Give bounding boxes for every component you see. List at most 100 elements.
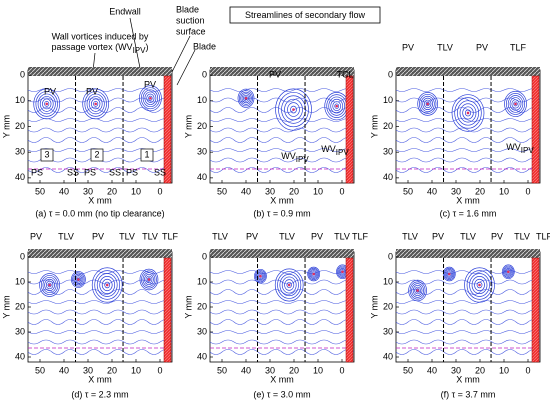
y-tick-label: 20 (15, 301, 25, 311)
y-axis-label: Y mm (183, 295, 193, 318)
streamline (209, 118, 355, 122)
annotation: TLF (162, 231, 179, 241)
annotation: PV (92, 231, 104, 241)
x-tick-label: 0 (339, 365, 344, 375)
y-tick-label: 0 (388, 251, 393, 261)
annotation: PV (491, 231, 503, 241)
label: suction (176, 15, 205, 25)
annotation: TLV (279, 231, 295, 241)
vortex (284, 98, 303, 121)
vortex (462, 106, 474, 120)
x-axis-label: X mm (270, 195, 294, 205)
streamline (395, 289, 541, 295)
vortex (504, 90, 527, 117)
vortex (476, 281, 483, 289)
streamline (209, 270, 355, 274)
y-tick-label: 40 (197, 351, 207, 361)
y-tick-label: 30 (197, 147, 207, 157)
x-tick-label: 40 (59, 365, 69, 375)
vortex (148, 95, 153, 101)
caption: (a) τ = 0.0 mm (no tip clearance) (35, 208, 164, 218)
annotation: TLV (460, 231, 476, 241)
streamline (395, 270, 541, 274)
annotation: SS (154, 167, 166, 177)
vortex (94, 270, 121, 300)
label: Wall vortices induced by (52, 31, 149, 41)
vortex (464, 109, 472, 117)
vortex (454, 97, 482, 129)
annotation: TLV (142, 231, 158, 241)
y-tick-label: 30 (15, 326, 25, 336)
vortex-core (45, 102, 49, 106)
streamline (27, 349, 173, 355)
vortex (420, 95, 435, 112)
annotation: TCL (336, 69, 353, 79)
vortex-core (147, 278, 151, 281)
endwall (210, 67, 354, 76)
vortex (308, 267, 320, 281)
y-tick-label: 20 (383, 301, 393, 311)
annotation: TLV (514, 231, 530, 241)
vortex (507, 95, 524, 113)
annotation: PS (31, 167, 43, 177)
vortex-core (335, 104, 339, 108)
vortex (451, 94, 485, 132)
x-tick-label: 50 (403, 186, 413, 196)
y-tick-label: 0 (20, 251, 25, 261)
vortex (141, 270, 157, 289)
annotation: TLF (536, 231, 550, 241)
annotation: PS (84, 167, 96, 177)
label: Endwall (109, 6, 141, 16)
streamline (209, 107, 355, 113)
vortex (503, 266, 513, 277)
annotation-sub: IPV (521, 146, 535, 155)
vortex (42, 276, 57, 294)
y-tick-label: 10 (15, 95, 25, 105)
annotation: PV (269, 69, 281, 79)
annotation: PV (402, 42, 414, 52)
streamline (395, 137, 541, 143)
annotation: 2 (94, 149, 99, 159)
vortex (309, 269, 319, 279)
annotation: PV (30, 231, 42, 241)
streamline (27, 127, 173, 133)
vortex (464, 267, 495, 303)
vortex (93, 101, 99, 107)
vortex (277, 271, 302, 299)
caption: (b) τ = 0.9 mm (253, 208, 310, 218)
blade (345, 257, 354, 363)
y-tick-label: 40 (15, 351, 25, 361)
x-tick-label: 20 (475, 186, 485, 196)
streamline (27, 339, 173, 345)
vortex (33, 88, 61, 120)
vortex (284, 279, 295, 291)
vortex (274, 268, 304, 302)
vortex-core (48, 283, 51, 287)
vortex (443, 267, 455, 281)
vortex (99, 276, 116, 294)
vortex-core (94, 102, 97, 106)
streamline (27, 330, 173, 334)
vortex (39, 96, 54, 112)
vortex (140, 87, 160, 110)
streamline (27, 137, 173, 143)
annotation: 3 (44, 149, 49, 159)
label-box (40, 148, 54, 162)
vortex (71, 271, 86, 288)
annotation: TLV (119, 231, 135, 241)
vortex (415, 288, 420, 293)
label: passage vortex (WVIPV) (52, 42, 149, 55)
y-tick-label: 30 (197, 326, 207, 336)
vortex (466, 270, 493, 300)
endwall (396, 67, 540, 76)
streamline (209, 97, 355, 103)
vortex (411, 283, 424, 298)
streamline (209, 157, 355, 163)
vortex (412, 284, 423, 297)
streamline (209, 349, 355, 355)
x-tick-label: 10 (499, 365, 509, 375)
streamline (209, 309, 355, 315)
x-axis-label: X mm (456, 374, 480, 384)
annotation: TLV (402, 231, 418, 241)
annotation: WVIPV (506, 142, 534, 155)
